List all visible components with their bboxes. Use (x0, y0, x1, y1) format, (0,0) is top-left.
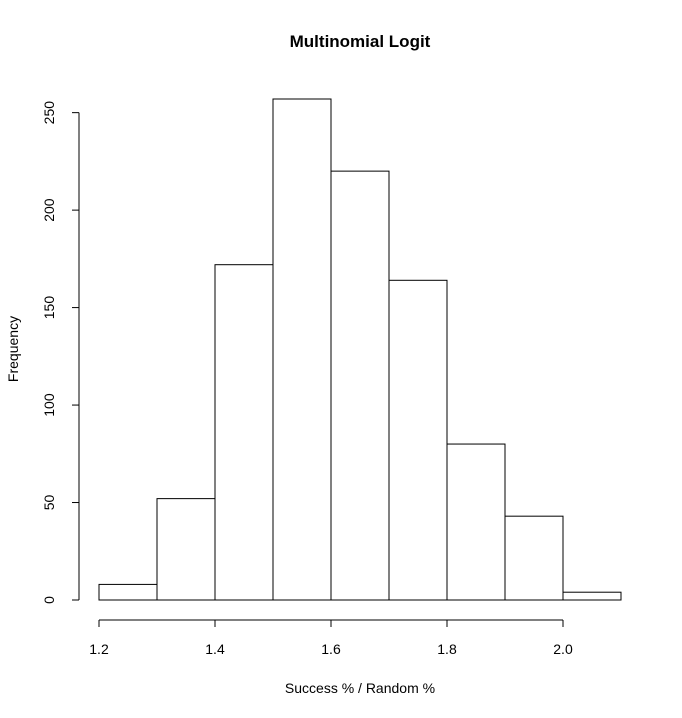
histogram-bar-8 (562, 591, 622, 601)
histogram-bar-3 (272, 98, 332, 601)
y-tick-label-1: 50 (41, 495, 57, 511)
x-axis-label: Success % / Random % (285, 680, 435, 696)
histogram-bar-5 (388, 279, 448, 601)
x-axis: 1.2 1.4 1.6 1.8 2.0 (89, 619, 573, 657)
histogram-bar-2 (214, 264, 274, 601)
x-tick-label-1: 1.4 (205, 641, 225, 657)
histogram-bar-1 (156, 498, 216, 601)
x-tick-label-2: 1.6 (321, 641, 341, 657)
y-axis: 0 50 100 150 200 250 (41, 101, 80, 604)
histogram-bar-7 (504, 515, 564, 601)
x-tick-label-4: 2.0 (553, 641, 573, 657)
y-tick-label-0: 0 (41, 596, 57, 604)
y-tick-label-4: 200 (41, 198, 57, 222)
bars-group (98, 98, 622, 601)
x-tick-label-3: 1.8 (437, 641, 457, 657)
histogram-bar-6 (446, 443, 506, 601)
chart-title: Multinomial Logit (290, 32, 431, 51)
y-tick-label-5: 250 (41, 101, 57, 125)
histogram-bar-4 (330, 170, 390, 601)
y-tick-label-3: 150 (41, 296, 57, 320)
y-axis-label: Frequency (5, 316, 21, 382)
y-tick-label-2: 100 (41, 393, 57, 417)
x-tick-label-0: 1.2 (89, 641, 109, 657)
histogram-bar-0 (98, 583, 158, 601)
